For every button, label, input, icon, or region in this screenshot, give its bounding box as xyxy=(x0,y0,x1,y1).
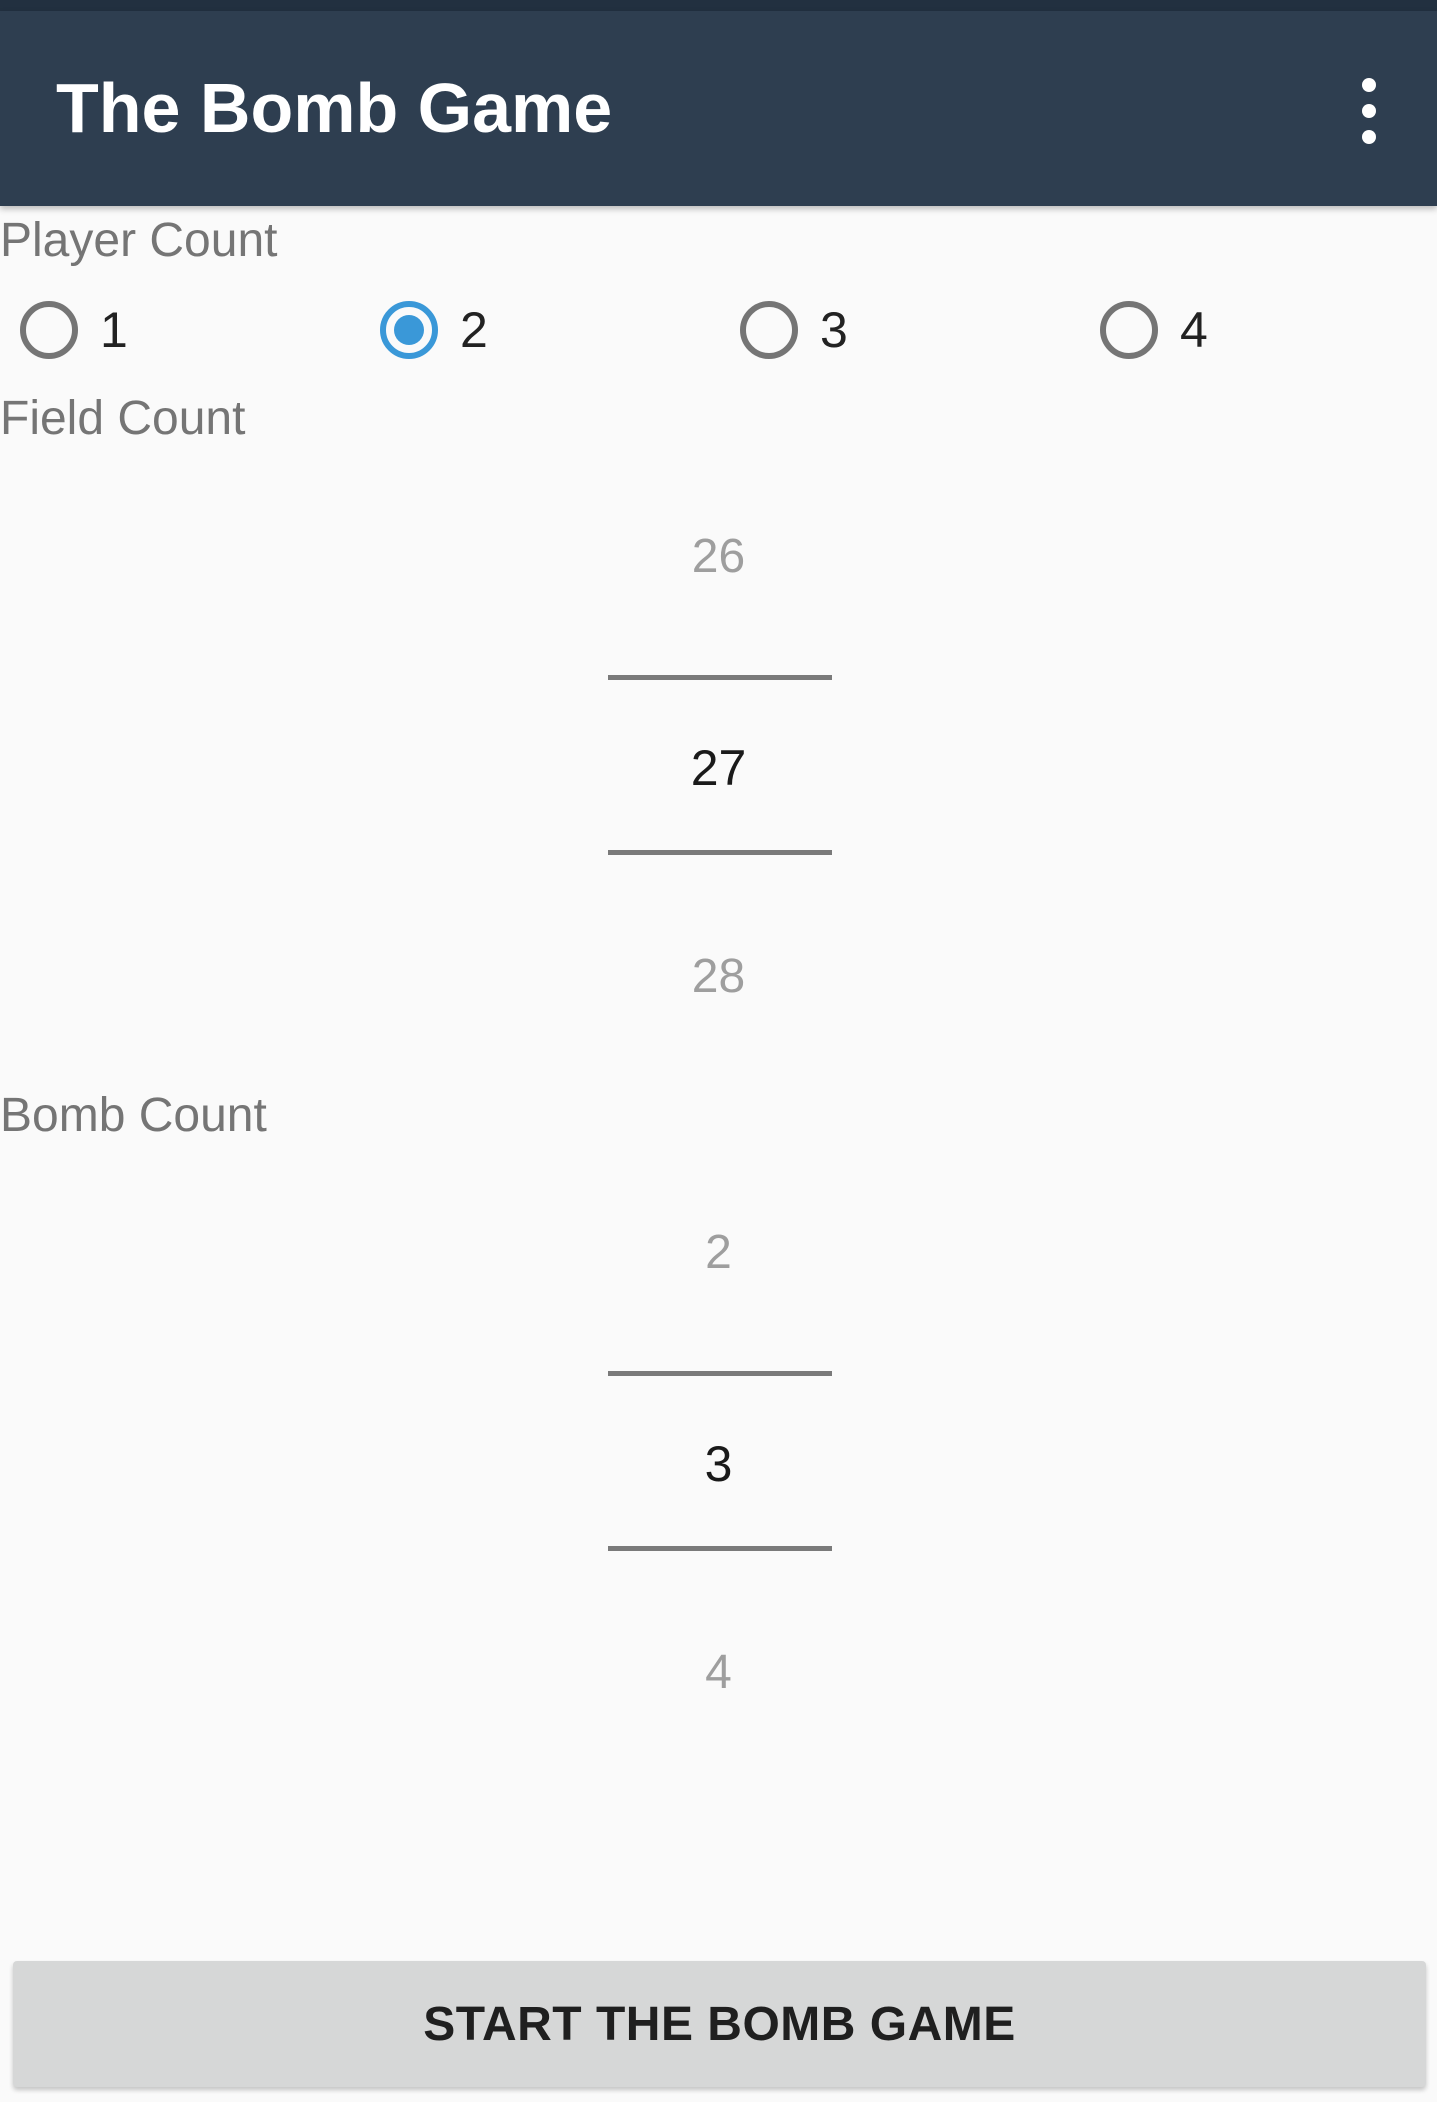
player-count-option-4[interactable]: 4 xyxy=(1100,290,1208,370)
picker-next-value[interactable]: 4 xyxy=(705,1646,732,1699)
radio-label: 4 xyxy=(1180,302,1208,358)
radio-button-icon[interactable] xyxy=(1100,301,1158,359)
more-vert-icon[interactable] xyxy=(1341,71,1397,151)
menu-dot xyxy=(1362,104,1376,118)
field-count-picker[interactable]: 26 27 28 xyxy=(0,520,1437,1020)
picker-divider xyxy=(608,675,832,680)
radio-button-icon[interactable] xyxy=(740,301,798,359)
start-game-button[interactable]: START THE BOMB GAME xyxy=(13,1961,1426,2087)
player-count-option-3[interactable]: 3 xyxy=(740,290,848,370)
bomb-count-label: Bomb Count xyxy=(0,1089,267,1142)
picker-current-value[interactable]: 3 xyxy=(704,1436,733,1492)
player-count-option-2[interactable]: 2 xyxy=(380,290,488,370)
player-count-label: Player Count xyxy=(0,214,278,267)
picker-divider xyxy=(608,1546,832,1551)
radio-label: 2 xyxy=(460,302,488,358)
radio-button-icon[interactable] xyxy=(20,301,78,359)
menu-dot xyxy=(1362,130,1376,144)
radio-button-icon[interactable] xyxy=(380,301,438,359)
field-count-label: Field Count xyxy=(0,392,246,445)
player-count-option-1[interactable]: 1 xyxy=(20,290,128,370)
menu-dot xyxy=(1362,78,1376,92)
bomb-count-picker[interactable]: 2 3 4 xyxy=(0,1216,1437,1716)
picker-prev-value[interactable]: 2 xyxy=(705,1226,732,1279)
player-count-radio-group: 1 2 3 4 xyxy=(0,290,1437,370)
picker-divider xyxy=(608,1371,832,1376)
picker-prev-value[interactable]: 26 xyxy=(691,530,746,583)
picker-current-value[interactable]: 27 xyxy=(690,740,747,796)
app-toolbar: The Bomb Game xyxy=(0,11,1437,206)
picker-divider xyxy=(608,850,832,855)
picker-next-value[interactable]: 28 xyxy=(691,950,746,1003)
radio-label: 3 xyxy=(820,302,848,358)
app-title: The Bomb Game xyxy=(56,69,613,147)
radio-label: 1 xyxy=(100,302,128,358)
status-bar xyxy=(0,0,1437,11)
